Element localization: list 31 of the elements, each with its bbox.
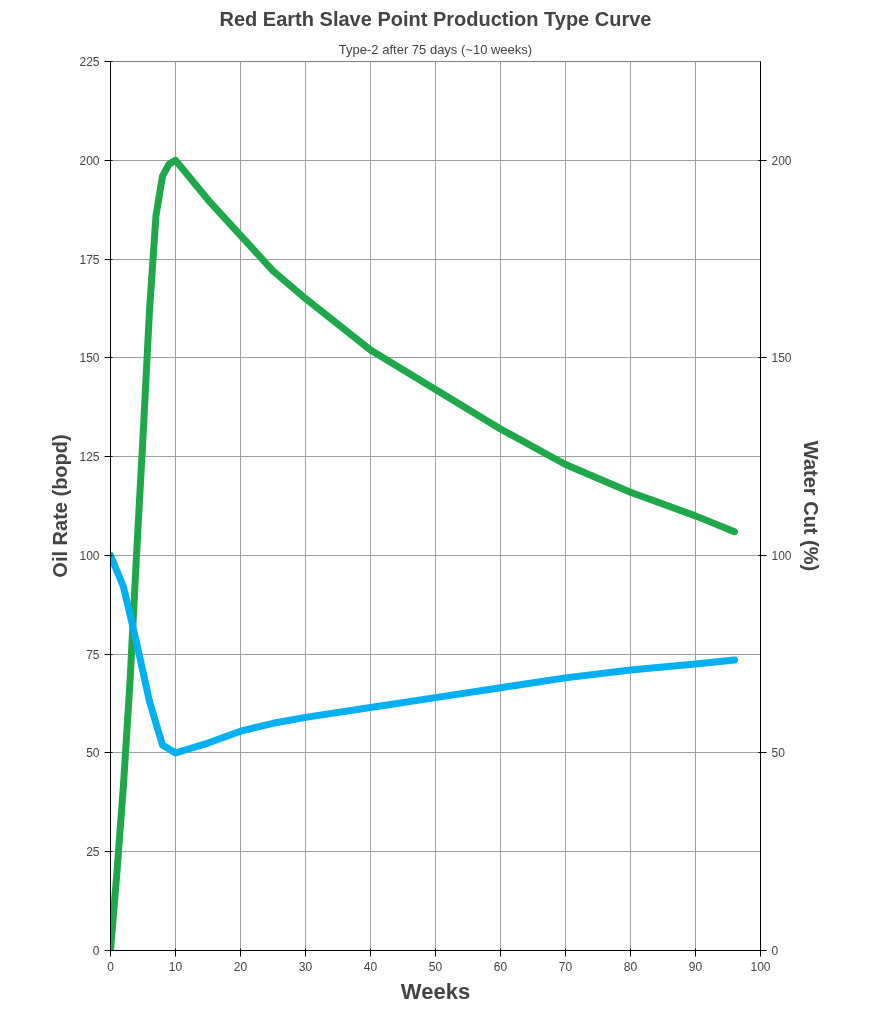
y2-tick-label: 100	[771, 548, 792, 563]
x-axis-title: Weeks	[400, 978, 471, 1004]
y2-tick-label: 50	[771, 746, 786, 761]
x-tick-label: 20	[233, 959, 248, 974]
y-tick-label: 225	[79, 55, 100, 69]
y-tick-label: 75	[86, 647, 100, 662]
y-tick-label: 100	[79, 548, 100, 563]
y-tick-label: 150	[79, 351, 100, 366]
x-tick-label: 90	[688, 959, 703, 974]
y2-tick-label: 200	[771, 153, 792, 168]
x-tick-label: 80	[623, 959, 638, 974]
y-tick-label: 0	[92, 944, 100, 958]
y-tick-label: 25	[86, 845, 100, 860]
y-tick-label: 200	[79, 153, 100, 168]
x-tick-label: 70	[558, 959, 573, 974]
y-tick-label: 125	[79, 450, 100, 465]
chart-subtitle: Type-2 after 75 days (~10 weeks)	[338, 41, 533, 57]
x-tick-label: 10	[168, 959, 183, 974]
x-tick-label: 40	[363, 959, 378, 974]
y-tick-label: 50	[86, 746, 100, 761]
y-tick-label: 175	[79, 252, 100, 267]
y2-axis-title: Water Cut (%)	[799, 440, 822, 572]
x-tick-label: 50	[428, 959, 443, 974]
x-tick-label: 30	[298, 959, 313, 974]
x-tick-label: 60	[493, 959, 508, 974]
y-axis-title: Oil Rate (bopd)	[49, 434, 72, 578]
chart-title: Red Earth Slave Point Production Type Curve	[219, 7, 652, 30]
y2-tick-label: 0	[771, 944, 779, 958]
x-tick-label: 0	[107, 959, 115, 974]
y2-tick-label: 150	[771, 351, 792, 366]
x-tick-label: 100	[750, 959, 771, 974]
